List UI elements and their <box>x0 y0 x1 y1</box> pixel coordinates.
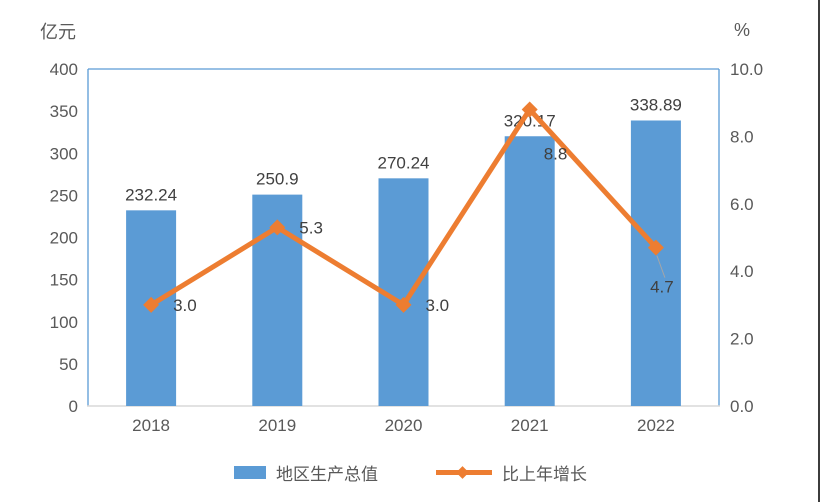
left-axis-tick-label: 200 <box>50 229 78 248</box>
growth-point-marker <box>647 239 664 256</box>
left-axis-tick-label: 300 <box>50 144 78 163</box>
left-axis-tick-label: 250 <box>50 186 78 205</box>
x-axis-category-label: 2018 <box>132 416 170 435</box>
legend-item-growth: 比上年增长 <box>436 460 587 485</box>
right-axis-tick-label: 8.0 <box>730 127 754 146</box>
x-axis-category-label: 2020 <box>385 416 423 435</box>
left-axis-tick-label: 50 <box>59 355 78 374</box>
right-axis-tick-label: 6.0 <box>730 195 754 214</box>
growth-value-label: 5.3 <box>299 218 323 237</box>
legend-label-growth: 比上年增长 <box>502 465 587 484</box>
right-axis-tick-label: 0.0 <box>730 397 754 416</box>
growth-point-marker <box>521 101 538 118</box>
legend-item-gdp: 地区生产总值 <box>234 460 378 485</box>
legend-label-gdp: 地区生产总值 <box>276 465 378 484</box>
growth-value-label: 4.7 <box>650 278 674 297</box>
growth-point-marker <box>395 296 412 313</box>
x-axis-category-label: 2022 <box>637 416 675 435</box>
right-axis-tick-label: 2.0 <box>730 330 754 349</box>
gdp-bar <box>504 136 555 406</box>
x-axis-category-label: 2021 <box>511 416 549 435</box>
right-axis-tick-label: 10.0 <box>730 60 763 79</box>
growth-value-label: 8.8 <box>544 144 568 163</box>
right-axis-unit-label: % <box>734 20 751 40</box>
right-axis-tick-label: 4.0 <box>730 262 754 281</box>
growth-point-marker <box>143 296 160 313</box>
bar-series-swatch-icon <box>234 466 266 479</box>
line-series-swatch-icon <box>436 466 492 479</box>
growth-value-label: 3.0 <box>173 296 197 315</box>
x-axis-category-label: 2019 <box>258 416 296 435</box>
bar-value-label: 250.9 <box>256 170 299 189</box>
bar-value-label: 232.24 <box>125 185 177 204</box>
left-axis-tick-label: 400 <box>50 60 78 79</box>
left-axis-unit-label: 亿元 <box>40 22 76 42</box>
left-axis-tick-label: 150 <box>50 271 78 290</box>
left-axis-tick-label: 100 <box>50 313 78 332</box>
bar-value-label: 270.24 <box>378 153 430 172</box>
label-leader-line <box>656 255 666 278</box>
chart-legend: 地区生产总值 比上年增长 <box>0 460 821 485</box>
left-axis-tick-label: 350 <box>50 102 78 121</box>
diamond-marker-icon <box>456 466 469 479</box>
bar-value-label: 338.89 <box>630 95 682 114</box>
growth-value-label: 3.0 <box>426 296 450 315</box>
left-axis-tick-label: 0 <box>69 397 78 416</box>
growth-point-marker <box>269 219 286 236</box>
window-edge-line <box>818 0 820 502</box>
gdp-bar <box>630 120 681 407</box>
